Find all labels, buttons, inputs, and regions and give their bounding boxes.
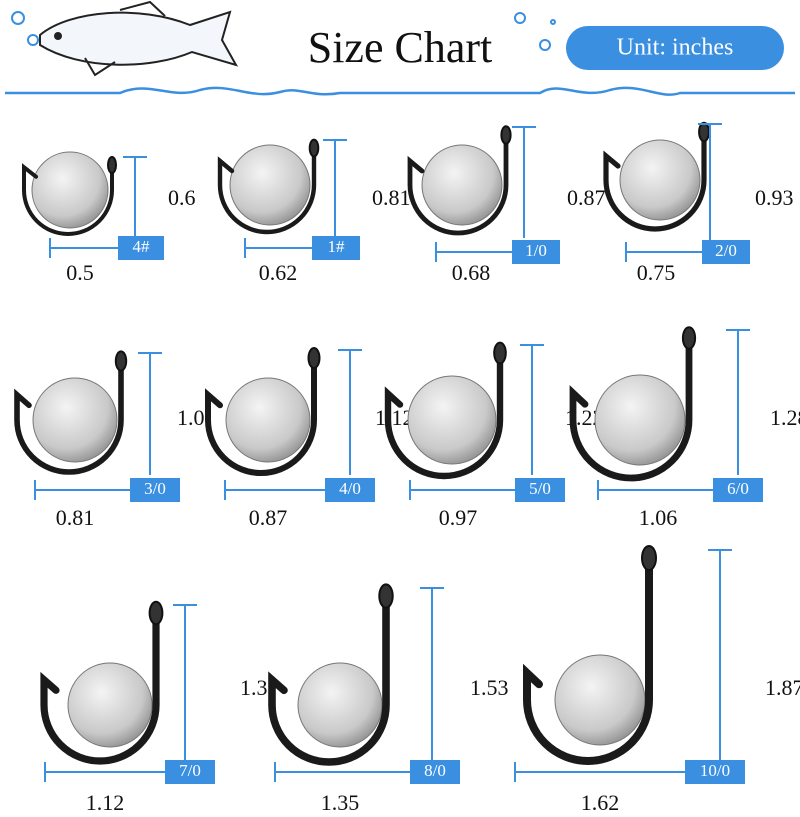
size-label: 4/0 xyxy=(339,479,361,498)
hook-eye xyxy=(148,600,164,626)
coin xyxy=(297,662,383,748)
size-badge xyxy=(512,240,560,264)
size-label: 6/0 xyxy=(727,479,749,498)
size-label: 5/0 xyxy=(529,479,551,498)
size-badge xyxy=(118,236,164,260)
hook-item: 1/0 0.87 0.68 xyxy=(407,125,606,285)
title: Size Chart xyxy=(308,23,493,72)
hook-eye xyxy=(500,125,512,145)
coin xyxy=(619,139,701,221)
size-badge xyxy=(312,236,360,260)
hook-item: 4# 0.6 0.5 xyxy=(22,151,196,285)
width-label: 0.62 xyxy=(259,260,298,285)
height-label: 1.53 xyxy=(470,675,509,700)
hook-item: 2/0 0.93 0.75 xyxy=(603,121,794,285)
width-label: 1.06 xyxy=(639,505,678,530)
fish-sketch xyxy=(39,0,239,77)
width-label: 0.97 xyxy=(439,505,478,530)
coin xyxy=(554,654,646,746)
height-label: 1.28 xyxy=(770,405,800,430)
hook-item: 5/01.220.97 xyxy=(384,341,604,530)
width-label: 0.81 xyxy=(56,505,95,530)
height-label: 0.6 xyxy=(168,185,196,210)
wave-line xyxy=(5,86,795,96)
height-label: 1.12 xyxy=(375,405,414,430)
hook-item: 10/0 1.87 1.62 xyxy=(514,545,800,815)
width-label: 1.62 xyxy=(581,790,620,815)
hook-item: 3/0 1.0 0.81 xyxy=(14,350,205,530)
size-label: 7/0 xyxy=(179,761,201,780)
size-label: 1/0 xyxy=(525,241,547,260)
height-label: 1.0 xyxy=(177,405,205,430)
hook-item: 8/0 1.53 1.35 xyxy=(268,583,509,815)
unit-badge xyxy=(566,26,784,70)
hook-eye xyxy=(681,326,697,350)
size-label: 10/0 xyxy=(700,761,730,780)
hook xyxy=(384,351,504,480)
size-label: 2/0 xyxy=(715,241,737,260)
hook-eye xyxy=(114,350,128,372)
hook-eye xyxy=(378,583,394,609)
hook xyxy=(22,163,114,236)
bubbles xyxy=(11,11,556,51)
height-label: 0.87 xyxy=(567,185,606,210)
size-badge xyxy=(685,760,745,784)
width-label: 0.87 xyxy=(249,505,288,530)
hook-eye xyxy=(698,121,710,143)
hook xyxy=(523,556,653,765)
width-label: 1.12 xyxy=(86,790,125,815)
hook-item: 6/0 1.28 1.06 xyxy=(569,326,800,530)
size-badge xyxy=(713,478,763,502)
coin xyxy=(421,144,503,226)
hook-grid: 4# 0.6 0.5 1# 0.81 0.62 1/0 0.87 0.68 2/0 0.93 0.75… xyxy=(14,121,800,815)
hook-item: 7/01.371.12 xyxy=(40,600,279,815)
height-label: 0.81 xyxy=(372,185,411,210)
hook-item: 4/0 1.12 0.87 xyxy=(205,347,414,530)
hook-eye xyxy=(107,156,117,174)
size-label: 3/0 xyxy=(144,479,166,498)
size-badge xyxy=(165,760,215,784)
coin xyxy=(32,377,118,463)
hook xyxy=(205,357,317,476)
hook xyxy=(569,336,693,482)
coin xyxy=(594,374,686,466)
coin xyxy=(31,151,109,229)
coin xyxy=(225,377,311,463)
size-badge xyxy=(325,478,375,502)
hook xyxy=(217,147,317,235)
width-label: 0.68 xyxy=(452,260,491,285)
size-badge xyxy=(702,240,750,264)
size-badge xyxy=(515,478,565,502)
hook-item: 1# 0.81 0.62 xyxy=(217,138,411,285)
size-label: 8/0 xyxy=(424,761,446,780)
hook-eye xyxy=(308,138,320,158)
width-label: 1.35 xyxy=(321,790,360,815)
size-label: 1# xyxy=(328,237,346,256)
hook xyxy=(603,131,707,232)
hook-eye xyxy=(307,347,321,369)
size-label: 4# xyxy=(133,237,151,256)
hook xyxy=(14,360,124,475)
width-label: 0.5 xyxy=(66,260,94,285)
width-label: 0.75 xyxy=(637,260,676,285)
hook xyxy=(40,611,160,765)
height-label: 0.93 xyxy=(755,185,794,210)
hook xyxy=(407,134,509,236)
size-badge xyxy=(130,478,180,502)
hook-eye xyxy=(493,341,507,365)
hook-eye xyxy=(641,545,657,571)
coin xyxy=(67,662,153,748)
unit-label: Unit: inches xyxy=(617,35,734,61)
size-badge xyxy=(410,760,460,784)
height-label: 1.87 xyxy=(765,675,800,700)
coin xyxy=(229,144,311,226)
hook xyxy=(268,594,390,766)
coin xyxy=(407,375,497,465)
